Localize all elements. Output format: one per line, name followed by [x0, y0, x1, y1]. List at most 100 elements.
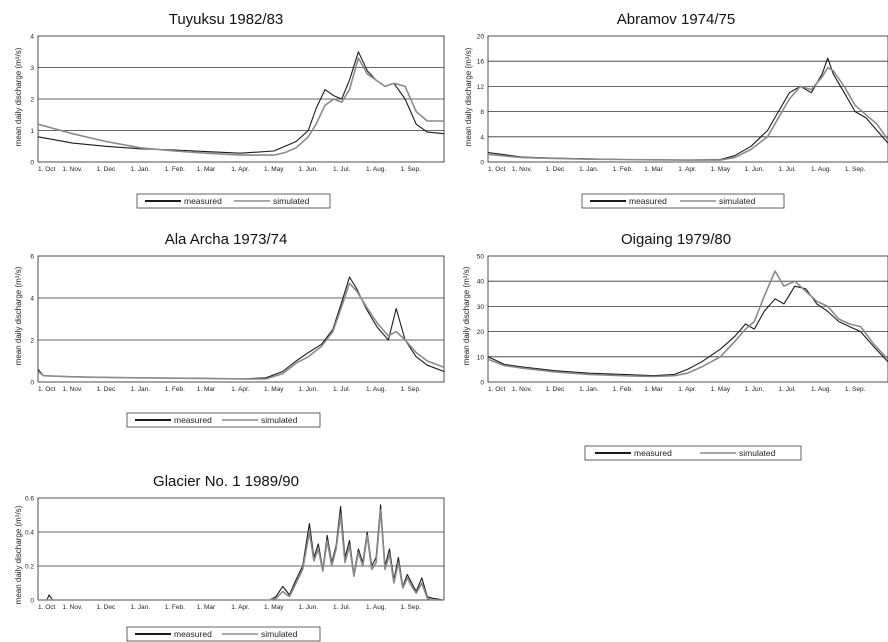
legend-box: [584, 445, 802, 461]
x-tick-label: 1. Mar: [644, 166, 663, 173]
legend-measured-label: measured: [174, 415, 212, 425]
x-tick-label: 1. Oct: [488, 386, 506, 393]
x-tick-label: 1. Apr.: [231, 386, 250, 393]
x-tick-label: 1. Nov.: [62, 386, 82, 393]
x-tick-label: 1. Feb.: [613, 166, 633, 173]
x-tick-label: 1. Mar: [197, 386, 216, 393]
series-line-simulated: [37, 57, 444, 156]
x-tick-label: 1. Jul.: [333, 604, 351, 611]
y-tick-label: 4: [480, 134, 484, 141]
y-tick-label: 6: [30, 254, 34, 261]
x-tick-label: 1. Feb.: [165, 386, 185, 393]
x-tick-label: 1. Jun.: [745, 386, 765, 393]
chart-title: Ala Archa 1973/74: [165, 231, 288, 248]
y-tick-label: 4: [30, 34, 34, 41]
x-tick-label: 1. Nov.: [512, 166, 532, 173]
chart-title: Abramov 1974/75: [617, 11, 735, 28]
y-tick-label: 4: [30, 296, 34, 303]
x-tick-label: 1. Jun.: [745, 166, 765, 173]
series-line-measured: [487, 285, 888, 377]
x-tick-label: 1. Nov.: [512, 386, 532, 393]
y-tick-label: 16: [477, 59, 485, 66]
y-tick-label: 0.6: [25, 496, 34, 503]
x-tick-label: 1. Aug.: [366, 166, 386, 173]
x-tick-label: 1. Jan.: [579, 386, 599, 393]
y-tick-label: 8: [480, 109, 484, 116]
legend-simulated-label: simulated: [719, 196, 756, 206]
x-tick-label: 1. Sep.: [845, 166, 866, 173]
series-line-measured: [487, 57, 888, 161]
y-tick-label: 0: [480, 160, 484, 167]
y-tick-label: 30: [477, 304, 485, 311]
x-tick-label: 1. Oct: [38, 604, 56, 611]
x-tick-label: 1. Feb.: [613, 386, 633, 393]
x-tick-label: 1. Oct: [488, 166, 506, 173]
chart-panel-abramov: Abramov 1974/75 mean daily discharge (m³…: [464, 11, 888, 209]
y-tick-label: 20: [477, 329, 485, 336]
x-tick-label: 1. Aug.: [811, 166, 831, 173]
x-tick-label: 1. Jan.: [131, 166, 151, 173]
series-line-measured: [37, 51, 445, 154]
x-tick-label: 1. Oct: [38, 166, 56, 173]
y-axis-label: mean daily discharge (m³/s): [14, 47, 23, 146]
x-tick-label: 1. Aug.: [811, 386, 831, 393]
x-tick-label: 1. Apr.: [231, 604, 250, 611]
x-tick-label: 1. Oct: [38, 386, 56, 393]
series-line-simulated: [38, 509, 444, 601]
y-tick-label: 40: [477, 279, 485, 286]
x-tick-label: 1. Jan.: [579, 166, 599, 173]
x-tick-label: 1. Apr.: [231, 166, 250, 173]
x-tick-label: 1. May: [711, 386, 731, 393]
chart-panel-tuyuksu: Tuyuksu 1982/83 mean daily discharge (m³…: [14, 11, 445, 209]
y-tick-label: 0.4: [25, 530, 34, 537]
x-tick-label: 1. May: [264, 386, 284, 393]
x-tick-label: 1. Jul.: [779, 386, 797, 393]
x-tick-label: 1. Aug.: [366, 604, 386, 611]
y-tick-label: 2: [30, 97, 34, 104]
x-tick-label: 1. May: [711, 166, 731, 173]
x-tick-label: 1. Aug.: [366, 386, 386, 393]
chart-title: Tuyuksu 1982/83: [169, 11, 284, 28]
plot-frame: [487, 255, 888, 383]
x-tick-label: 1. Jul.: [779, 166, 797, 173]
x-tick-label: 1. Nov.: [62, 166, 82, 173]
y-tick-label: 0: [30, 160, 34, 167]
legend-simulated-label: simulated: [739, 448, 776, 458]
legend-measured-label: measured: [629, 196, 667, 206]
y-tick-label: 3: [30, 65, 34, 72]
series-line-simulated: [487, 66, 888, 161]
series-line-simulated: [487, 270, 888, 378]
series-line-measured: [37, 276, 445, 380]
y-tick-label: 2: [30, 338, 34, 345]
x-tick-label: 1. Sep.: [845, 386, 866, 393]
y-tick-label: 0: [480, 380, 484, 387]
y-axis-label: mean daily discharge (m³/s): [14, 505, 23, 604]
x-tick-label: 1. Jun.: [299, 386, 319, 393]
y-tick-label: 0: [30, 380, 34, 387]
x-tick-label: 1. Jun.: [299, 604, 319, 611]
y-tick-label: 12: [477, 84, 485, 91]
x-tick-label: 1. Jul.: [333, 386, 351, 393]
x-tick-label: 1. Mar: [197, 604, 216, 611]
legend-simulated-label: simulated: [273, 196, 310, 206]
legend-simulated-label: simulated: [261, 415, 298, 425]
x-tick-label: 1. Mar: [197, 166, 216, 173]
y-tick-label: 0: [30, 598, 34, 605]
chart-panel-ala-archa: Ala Archa 1973/74 mean daily discharge (…: [14, 231, 445, 428]
x-tick-label: 1. Jun.: [299, 166, 319, 173]
x-tick-label: 1. Dec: [96, 386, 116, 393]
y-axis-label: mean daily discharge (m³/s): [464, 47, 473, 146]
x-tick-label: 1. Jan.: [131, 386, 151, 393]
y-axis-label: mean daily discharge (m³/s): [14, 266, 23, 365]
plot-frame: [37, 255, 445, 383]
chart-panel-oigaing: Oigaing 1979/80 mean daily discharge (m³…: [462, 231, 888, 461]
x-tick-label: 1. Apr.: [678, 166, 697, 173]
x-tick-label: 1. Dec: [545, 166, 565, 173]
x-tick-label: 1. Sep.: [400, 604, 421, 611]
chart-panel-glacier-no-1: Glacier No. 1 1989/90 mean daily dischar…: [14, 473, 445, 642]
y-tick-label: 0.2: [25, 564, 34, 571]
legend-measured-label: measured: [634, 448, 672, 458]
x-tick-label: 1. Jan.: [131, 604, 151, 611]
series-line-simulated: [37, 282, 445, 380]
